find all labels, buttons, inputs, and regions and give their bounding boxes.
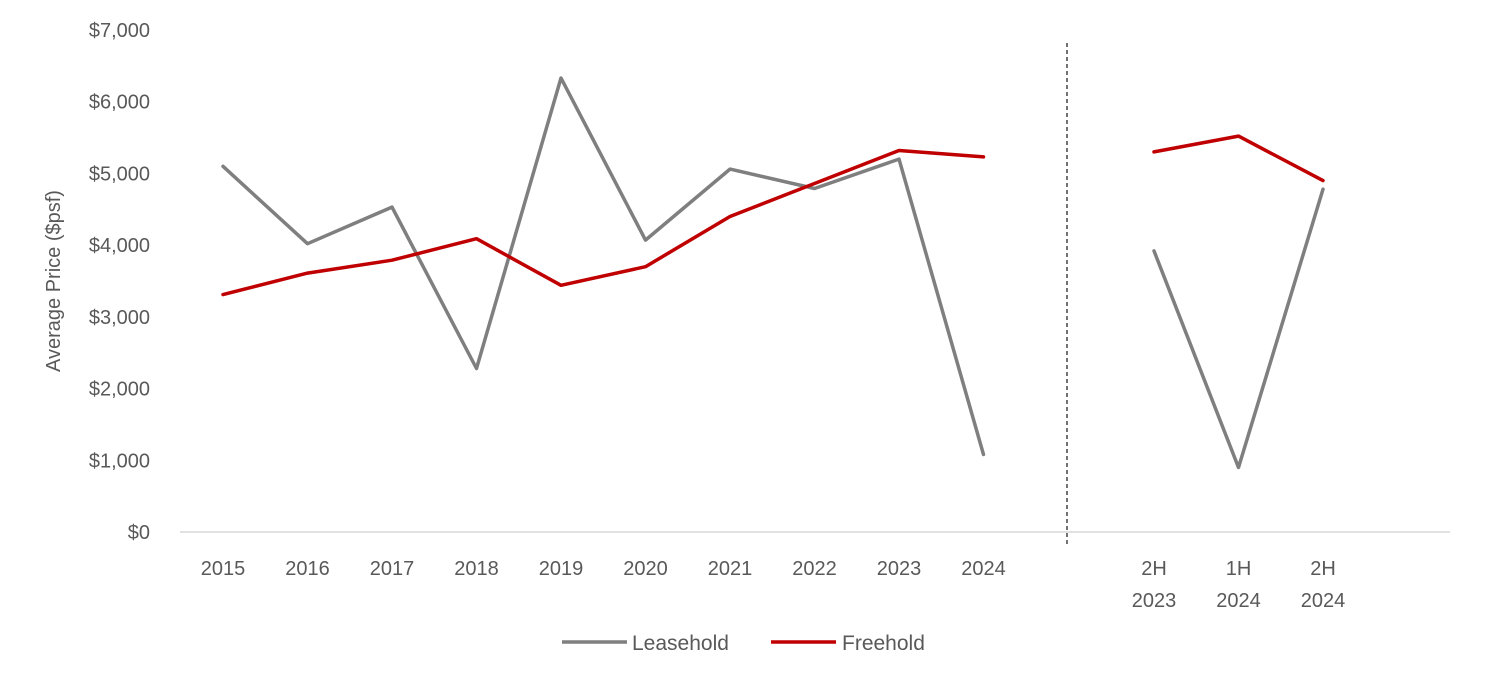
x-tick-label: 2H 2023 — [1132, 558, 1177, 612]
y-tick-label: $3,000 — [89, 307, 150, 329]
legend: Leasehold Freehold — [562, 632, 925, 655]
x-tick-label: 1H 2024 — [1216, 558, 1261, 612]
x-tick-label: 2024 — [961, 558, 1006, 580]
y-tick-label: $5,000 — [89, 163, 150, 185]
series-line-leasehold-half-year — [1152, 187, 1325, 470]
series-line-leasehold-annual — [221, 76, 986, 457]
x-tick-label: 2H 2024 — [1301, 558, 1346, 612]
y-axis-label: Average Price ($psf) — [43, 190, 65, 372]
x-tick-label: 2020 — [623, 558, 668, 580]
x-tick-label: 2022 — [792, 558, 837, 580]
legend-label-leasehold: Leasehold — [632, 632, 729, 655]
x-tick-label: 2017 — [370, 558, 415, 580]
series-line-freehold-half-year — [1152, 134, 1325, 183]
x-tick-label: 2021 — [708, 558, 753, 580]
y-tick-label: $0 — [128, 522, 150, 544]
y-tick-label: $6,000 — [89, 92, 150, 114]
legend-label-freehold: Freehold — [842, 632, 925, 655]
y-axis: $0 $1,000 $2,000 $3,000 $4,000 $5,000 $6,000 $7… — [89, 20, 150, 544]
x-tick-label: 2015 — [201, 558, 246, 580]
y-tick-label: $2,000 — [89, 379, 150, 401]
series-line-freehold-annual — [221, 148, 986, 297]
x-tick-label: 2023 — [877, 558, 922, 580]
y-tick-label: $1,000 — [89, 450, 150, 472]
x-tick-label: 2019 — [539, 558, 584, 580]
x-tick-label: 2016 — [285, 558, 330, 580]
x-tick-label: 2018 — [454, 558, 499, 580]
x-axis: 2015 2016 2017 2018 2019 2020 2021 2022 2023 2024… — [201, 558, 1346, 612]
series-lines — [221, 76, 1325, 470]
y-tick-label: $7,000 — [89, 20, 150, 42]
y-tick-label: $4,000 — [89, 235, 150, 257]
